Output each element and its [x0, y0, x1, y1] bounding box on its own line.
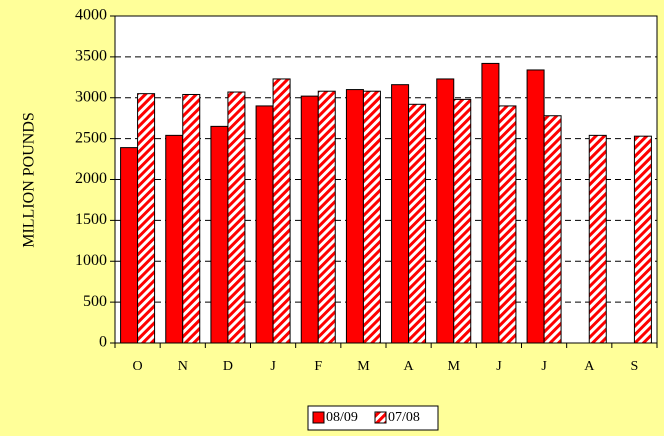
bar — [498, 105, 517, 344]
x-tick-label: M — [448, 359, 461, 374]
bar — [453, 98, 472, 344]
y-tick-label: 500 — [83, 293, 107, 310]
x-tick-label: J — [270, 359, 276, 374]
bar — [588, 134, 607, 344]
bar — [137, 93, 156, 344]
bar — [272, 78, 291, 344]
bar — [362, 90, 381, 344]
bar — [255, 105, 274, 344]
legend-label: 08/09 — [326, 410, 358, 425]
x-tick-label: A — [584, 359, 595, 374]
bar — [391, 84, 410, 344]
x-tick-label: M — [357, 359, 370, 374]
bar — [182, 93, 201, 344]
x-tick-label: J — [496, 359, 502, 374]
x-tick-label: D — [223, 359, 233, 374]
bar — [408, 103, 427, 344]
legend-label: 07/08 — [388, 410, 420, 425]
bar — [481, 62, 500, 344]
bar — [345, 89, 364, 344]
bar — [165, 134, 184, 344]
x-tick-label: S — [631, 359, 639, 374]
y-tick-label: 4000 — [75, 7, 107, 24]
y-tick-label: 2500 — [75, 129, 107, 146]
legend-box — [307, 405, 439, 431]
x-tick-label: J — [541, 359, 547, 374]
legend-swatch — [374, 411, 387, 424]
bar — [633, 135, 652, 344]
x-tick-label: F — [314, 359, 322, 374]
bar — [436, 78, 455, 344]
y-tick-label: 1000 — [75, 252, 107, 269]
bar — [543, 115, 562, 344]
bar — [526, 69, 545, 344]
bar — [317, 90, 336, 344]
bar — [120, 147, 139, 344]
y-axis-label: MILLION POUNDS — [21, 112, 38, 248]
x-tick-label: A — [404, 359, 415, 374]
bar — [300, 95, 319, 344]
bar — [227, 91, 246, 344]
x-tick-label: O — [133, 359, 143, 374]
y-tick-label: 0 — [99, 334, 107, 351]
y-tick-label: 3500 — [75, 48, 107, 65]
y-tick-label: 1500 — [75, 211, 107, 228]
bar — [210, 125, 229, 344]
plot-border — [114, 15, 658, 344]
y-tick-label: 2000 — [75, 170, 107, 187]
y-tick-label: 3000 — [75, 88, 107, 105]
legend-swatch — [312, 411, 325, 424]
x-tick-label: N — [178, 359, 188, 374]
